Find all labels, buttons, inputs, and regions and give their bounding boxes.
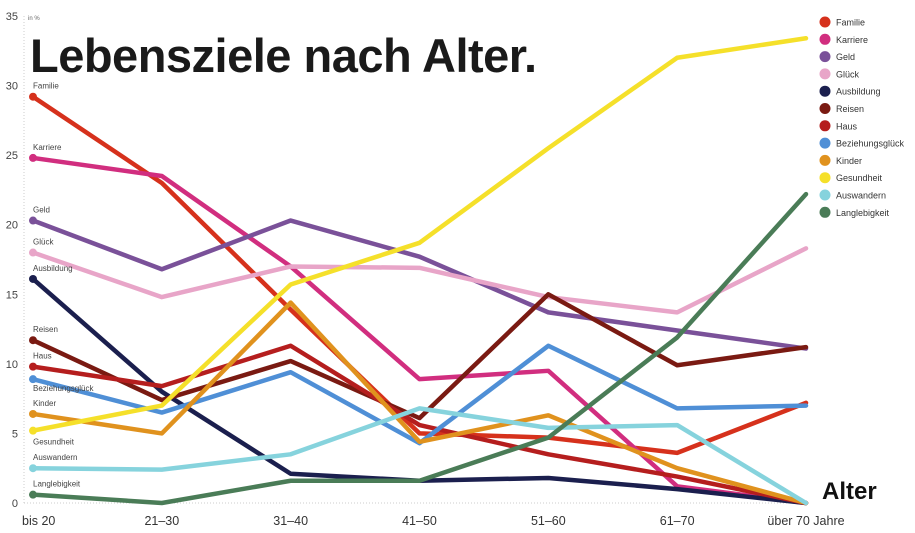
data-point — [29, 426, 37, 435]
series-line-haus — [30, 343, 809, 506]
data-point — [29, 362, 37, 371]
series-line-gesundheit — [30, 36, 809, 433]
legend-marker — [819, 206, 831, 218]
series-label: Gesundheit — [33, 438, 75, 447]
series-label: Glück — [33, 238, 54, 247]
x-tick-label: 31–40 — [273, 514, 308, 528]
legend-marker — [819, 103, 831, 114]
series-line-kinder — [30, 300, 809, 506]
legend-label: Beziehungsglück — [836, 139, 905, 149]
legend-marker — [819, 154, 831, 166]
x-axis-label: Alter — [822, 478, 877, 505]
y-tick-label: 10 — [6, 359, 18, 371]
legend-label: Geld — [836, 52, 855, 62]
legend-marker — [819, 85, 831, 97]
series-label: Karriere — [33, 143, 62, 152]
legend-marker — [819, 189, 831, 201]
data-point — [29, 248, 37, 257]
data-point — [29, 274, 37, 283]
y-tick-label: 15 — [6, 289, 18, 301]
chart-title: Lebensziele nach Alter. — [30, 29, 537, 82]
legend-marker — [819, 33, 831, 45]
series-label: Kinder — [33, 399, 56, 408]
series-line-karriere — [30, 155, 809, 506]
series-line-auswandern — [30, 406, 809, 506]
x-tick-label: 41–50 — [402, 514, 437, 528]
legend-marker — [819, 172, 831, 184]
series-label: Beziehungsglück — [33, 384, 94, 393]
y-tick-label: 0 — [12, 498, 18, 510]
series-label: Ausbildung — [33, 264, 73, 273]
legend-marker — [819, 68, 831, 80]
y-tick-label: 30 — [6, 81, 18, 93]
series-label: Reisen — [33, 325, 58, 334]
series-label: Auswandern — [33, 453, 77, 462]
legend-marker — [819, 137, 831, 149]
legend-label: Auswandern — [836, 191, 886, 201]
y-tick-label: 5 — [12, 428, 18, 440]
series-label: Langlebigkeit — [33, 480, 81, 489]
x-tick-label: bis 20 — [22, 514, 55, 528]
data-point — [29, 464, 37, 473]
legend-marker — [819, 120, 831, 132]
x-tick-label: über 70 Jahre — [767, 514, 844, 528]
series-label: Haus — [33, 352, 52, 361]
legend-marker — [819, 16, 831, 28]
series-line-langlebigkeit — [30, 191, 809, 506]
data-point — [29, 336, 37, 345]
legend-label: Ausbildung — [836, 87, 881, 97]
data-point — [29, 153, 37, 162]
legend-label: Haus — [836, 121, 858, 131]
legend-label: Glück — [836, 69, 860, 79]
y-tick-label: 20 — [6, 220, 18, 232]
legend-marker — [819, 51, 831, 63]
legend-label: Langlebigkeit — [836, 208, 890, 218]
series-label: Familie — [33, 82, 59, 91]
legend-label: Kinder — [836, 156, 862, 166]
data-point — [29, 92, 37, 101]
legend-label: Karriere — [836, 35, 868, 45]
x-tick-label: 61–70 — [660, 514, 695, 528]
y-tick-label: 35 — [6, 11, 18, 23]
series-line-reisen — [30, 292, 809, 421]
legend-label: Familie — [836, 18, 865, 28]
series-line-geld — [30, 218, 809, 351]
series-line-glück — [30, 246, 809, 315]
series-label: Geld — [33, 206, 50, 215]
y-tick-label: 25 — [6, 150, 18, 162]
series-line-familie — [30, 94, 809, 456]
legend-label: Reisen — [836, 104, 864, 114]
data-point — [29, 409, 37, 418]
data-point — [29, 216, 37, 225]
data-point — [29, 490, 37, 499]
x-tick-label: 21–30 — [144, 514, 179, 528]
legend-label: Gesundheit — [836, 173, 883, 183]
unit-label: in % — [28, 16, 40, 22]
data-point — [29, 375, 37, 384]
x-tick-label: 51–60 — [531, 514, 566, 528]
